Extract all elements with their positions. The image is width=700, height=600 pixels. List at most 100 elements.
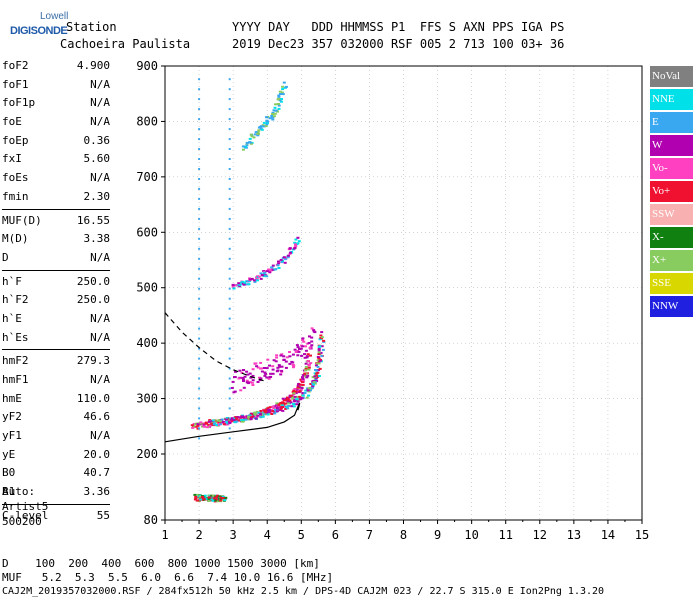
param-row: foE N/A: [2, 113, 110, 132]
echo-mark: [247, 382, 251, 385]
echo-mark: [251, 368, 255, 371]
echo-mark: [252, 414, 256, 417]
echo-mark: [308, 387, 311, 390]
echo-mark: [268, 271, 272, 274]
param-separator: [2, 208, 110, 210]
echo-mark: [270, 266, 274, 269]
echo-mark: [266, 413, 270, 416]
param-row: D N/A: [2, 249, 110, 268]
echo-mark: [289, 251, 292, 254]
echo-mark: [296, 346, 300, 349]
echo-mark: [297, 398, 301, 401]
echo-mark: [271, 264, 275, 267]
echo-mark: [311, 382, 315, 385]
echo-mark: [241, 280, 245, 283]
param-label: yF1: [2, 429, 22, 443]
echo-mark: [288, 396, 292, 399]
logo-text-lowell: Lowell: [40, 11, 69, 22]
echo-mark: [255, 416, 259, 419]
noise-mark: [228, 118, 231, 121]
noise-mark: [198, 297, 201, 300]
noise-mark: [228, 128, 231, 131]
echo-point: [306, 353, 310, 356]
echo-mark: [253, 280, 257, 283]
echo-mark: [281, 397, 285, 400]
echo-mark: [309, 362, 313, 365]
x-tick-label: 3: [230, 528, 237, 542]
param-row: hmF2 279.3: [2, 352, 110, 371]
echo-mark: [271, 113, 275, 115]
echo-mark: [279, 373, 283, 376]
echo-mark: [301, 377, 305, 380]
echo-mark: [293, 388, 297, 390]
param-row: h`F 250.0: [2, 273, 110, 292]
echo-point: [248, 278, 252, 281]
echo-mark: [280, 369, 284, 372]
echo-mark: [257, 275, 261, 278]
echo-mark: [196, 493, 200, 496]
echo-mark: [218, 495, 222, 498]
noise-mark: [228, 287, 231, 290]
echo-mark: [259, 361, 263, 364]
noise-mark: [228, 377, 231, 380]
echo-mark: [211, 494, 215, 497]
noise-mark: [198, 357, 201, 360]
echo-mark: [301, 337, 305, 340]
echo-mark: [234, 284, 238, 287]
header-values: 2019 Dec23 357 032000 RSF 005 2 713 100 …: [232, 37, 565, 51]
noise-mark: [228, 237, 231, 240]
echo-mark: [233, 421, 237, 423]
y-tick-label: 700: [136, 170, 158, 184]
noise-mark: [198, 277, 201, 280]
echo-mark: [254, 131, 258, 134]
noise-mark: [228, 148, 231, 150]
echo-point: [313, 331, 317, 334]
echo-mark: [271, 111, 275, 114]
echo-mark: [317, 349, 321, 352]
echo-mark: [248, 381, 252, 384]
echo-mark: [262, 275, 266, 278]
echo-mark: [308, 335, 311, 338]
echo-mark: [282, 399, 286, 402]
x-tick-label: 12: [533, 528, 547, 542]
echo-mark: [233, 376, 237, 379]
noise-mark: [198, 227, 201, 230]
echo-mark: [280, 91, 284, 94]
echo-mark: [271, 118, 275, 121]
echo-mark: [263, 410, 267, 413]
echo-mark: [293, 398, 297, 401]
echo-mark: [265, 275, 269, 278]
echo-mark: [298, 395, 302, 398]
param-separator: [2, 349, 110, 351]
echo-mark: [228, 421, 231, 424]
param-label: yF2: [2, 410, 22, 424]
echo-mark: [253, 133, 257, 136]
echo-mark: [250, 277, 254, 280]
param-row: foEs N/A: [2, 169, 110, 188]
echo-mark: [317, 375, 321, 377]
echo-mark: [277, 364, 281, 367]
echo-mark: [291, 396, 295, 399]
echo-mark: [264, 125, 268, 128]
y-tick-label: 800: [136, 114, 158, 128]
echo-mark: [270, 114, 274, 117]
param-label: foEp: [2, 133, 29, 147]
echo-mark: [241, 420, 244, 423]
echo-mark: [247, 283, 251, 286]
echo-mark: [307, 394, 311, 397]
echo-mark: [294, 390, 298, 393]
echo-mark: [259, 277, 263, 280]
echo-mark: [292, 366, 295, 369]
echo-mark: [284, 258, 288, 261]
echo-mark: [223, 499, 227, 501]
echo-mark: [260, 370, 264, 373]
x-axis-ticks: 1 2 3 4 5 6 7 8 9 10 11 12 13 14 15: [161, 520, 649, 542]
y-tick-label: 400: [136, 336, 158, 350]
echo-mark: [308, 363, 311, 366]
echo-mark: [311, 385, 315, 388]
echo-mark: [203, 494, 207, 497]
echo-mark: [268, 408, 271, 411]
echo-mark: [266, 358, 270, 361]
echo-mark: [304, 345, 307, 348]
echo-mark: [304, 349, 308, 352]
